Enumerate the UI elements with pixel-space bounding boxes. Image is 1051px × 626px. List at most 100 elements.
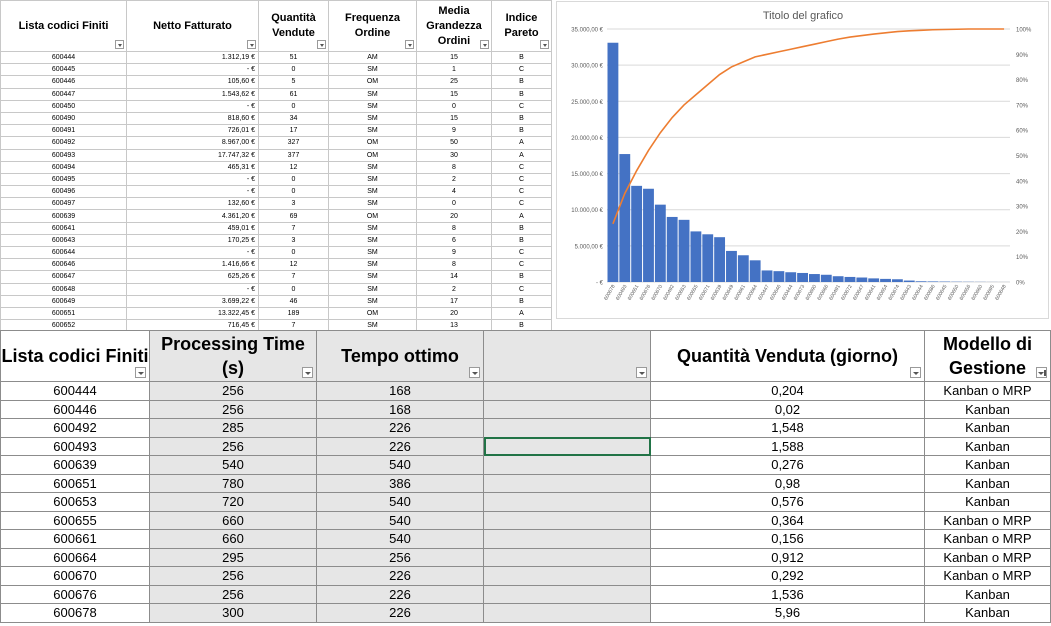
cell-netto-fatturato[interactable]: - € [126, 63, 259, 77]
cell-media-grandezza[interactable]: 9 [416, 245, 492, 260]
cell-indice-pareto[interactable]: B [491, 111, 552, 126]
cell-media-grandezza[interactable]: 8 [416, 160, 492, 174]
cell-netto-fatturato[interactable]: - € [126, 282, 259, 296]
cell-codice[interactable]: 600648 [0, 282, 127, 296]
cell-quantita-vendute[interactable]: 189 [258, 306, 329, 321]
cell-processing-time[interactable]: 780 [149, 473, 317, 493]
cell-media-grandezza[interactable]: 0 [416, 99, 492, 113]
cell-quantita-vendute[interactable]: 12 [258, 160, 329, 174]
cell-quantita-vendute[interactable]: 7 [258, 270, 329, 284]
cell-quantita-venduta[interactable]: 0,292 [650, 566, 925, 586]
cell-quantita-venduta[interactable]: 0,276 [650, 455, 925, 475]
cell-frequenza-ordine[interactable]: SM [328, 160, 417, 174]
cell-media-grandezza[interactable]: 1 [416, 63, 492, 77]
filter-dropdown-icon[interactable] [636, 367, 647, 378]
cell-quantita-vendute[interactable]: 34 [258, 111, 329, 126]
cell-netto-fatturato[interactable]: 465,31 € [126, 160, 259, 174]
cell-netto-fatturato[interactable]: - € [126, 185, 259, 199]
cell-codice[interactable]: 600497 [0, 197, 127, 211]
cell-indice-pareto[interactable]: A [491, 306, 552, 321]
cell-processing-time[interactable]: 295 [149, 547, 317, 567]
cell-modello-gestione[interactable]: Kanban o MRP [924, 510, 1051, 530]
cell-codice[interactable]: 600447 [0, 87, 127, 101]
cell-quantita-venduta[interactable]: 1,548 [650, 418, 925, 438]
cell-quantita-vendute[interactable]: 0 [258, 99, 329, 113]
cell-frequenza-ordine[interactable]: SM [328, 245, 417, 260]
cell-codice[interactable]: 600651 [0, 306, 127, 321]
cell-indice-pareto[interactable]: A [491, 209, 552, 223]
cell-quantita-venduta[interactable]: 0,156 [650, 529, 925, 549]
cell-indice-pareto[interactable]: B [491, 294, 552, 308]
cell-quantita-vendute[interactable]: 17 [258, 124, 329, 138]
cell-quantita-vendute[interactable]: 3 [258, 233, 329, 248]
cell-codice[interactable]: 600450 [0, 99, 127, 113]
cell-tempo-ottimo[interactable]: 540 [316, 529, 484, 549]
filter-dropdown-icon[interactable] [302, 367, 313, 378]
cell-tempo-ottimo[interactable]: 386 [316, 473, 484, 493]
cell-codice[interactable]: 600643 [0, 233, 127, 248]
cell-empty[interactable] [483, 510, 651, 530]
cell-codice[interactable]: 600653 [0, 492, 150, 512]
cell-codice[interactable]: 600446 [0, 75, 127, 89]
cell-modello-gestione[interactable]: Kanban o MRP [924, 529, 1051, 549]
cell-indice-pareto[interactable]: C [491, 99, 552, 113]
cell-quantita-vendute[interactable]: 5 [258, 75, 329, 89]
cell-indice-pareto[interactable]: C [491, 245, 552, 260]
cell-indice-pareto[interactable]: A [491, 148, 552, 162]
cell-media-grandezza[interactable]: 30 [416, 148, 492, 162]
cell-empty[interactable] [483, 473, 651, 493]
cell-modello-gestione[interactable]: Kanban [924, 603, 1051, 623]
filter-dropdown-icon[interactable] [115, 40, 124, 49]
cell-empty[interactable] [483, 399, 651, 419]
cell-media-grandezza[interactable]: 15 [416, 87, 492, 101]
cell-quantita-venduta[interactable]: 0,98 [650, 473, 925, 493]
cell-processing-time[interactable]: 256 [149, 381, 317, 401]
cell-quantita-vendute[interactable]: 0 [258, 185, 329, 199]
cell-quantita-vendute[interactable]: 0 [258, 282, 329, 296]
cell-media-grandezza[interactable]: 14 [416, 270, 492, 284]
cell-tempo-ottimo[interactable]: 540 [316, 455, 484, 475]
cell-processing-time[interactable]: 300 [149, 603, 317, 623]
cell-tempo-ottimo[interactable]: 226 [316, 603, 484, 623]
cell-netto-fatturato[interactable]: 625,26 € [126, 270, 259, 284]
cell-indice-pareto[interactable]: C [491, 197, 552, 211]
cell-empty[interactable] [483, 603, 651, 623]
cell-processing-time[interactable]: 256 [149, 566, 317, 586]
cell-quantita-vendute[interactable]: 327 [258, 136, 329, 150]
cell-frequenza-ordine[interactable]: SM [328, 282, 417, 296]
cell-media-grandezza[interactable]: 8 [416, 221, 492, 235]
cell-media-grandezza[interactable]: 9 [416, 124, 492, 138]
cell-tempo-ottimo[interactable]: 168 [316, 381, 484, 401]
cell-frequenza-ordine[interactable]: SM [328, 111, 417, 126]
cell-quantita-vendute[interactable]: 0 [258, 172, 329, 187]
cell-codice[interactable]: 600639 [0, 209, 127, 223]
cell-netto-fatturato[interactable]: 4.361,20 € [126, 209, 259, 223]
cell-processing-time[interactable]: 285 [149, 418, 317, 438]
cell-frequenza-ordine[interactable]: OM [328, 306, 417, 321]
selected-cell[interactable] [483, 436, 651, 456]
cell-codice[interactable]: 600651 [0, 473, 150, 493]
cell-netto-fatturato[interactable]: 1.543,62 € [126, 87, 259, 101]
cell-frequenza-ordine[interactable]: SM [328, 87, 417, 101]
filter-active-icon[interactable] [1036, 367, 1047, 378]
cell-netto-fatturato[interactable]: 726,01 € [126, 124, 259, 138]
cell-modello-gestione[interactable]: Kanban [924, 418, 1051, 438]
cell-codice[interactable]: 600496 [0, 185, 127, 199]
cell-indice-pareto[interactable]: B [491, 75, 552, 89]
cell-codice[interactable]: 600670 [0, 566, 150, 586]
cell-frequenza-ordine[interactable]: SM [328, 233, 417, 248]
filter-dropdown-icon[interactable] [540, 40, 549, 49]
filter-dropdown-icon[interactable] [247, 40, 256, 49]
cell-empty[interactable] [483, 529, 651, 549]
cell-tempo-ottimo[interactable]: 226 [316, 436, 484, 456]
cell-netto-fatturato[interactable]: - € [126, 172, 259, 187]
cell-media-grandezza[interactable]: 15 [416, 50, 492, 65]
cell-codice[interactable]: 600444 [0, 50, 127, 65]
cell-indice-pareto[interactable]: C [491, 172, 552, 187]
cell-media-grandezza[interactable]: 15 [416, 111, 492, 126]
cell-frequenza-ordine[interactable]: SM [328, 63, 417, 77]
cell-media-grandezza[interactable]: 20 [416, 209, 492, 223]
cell-frequenza-ordine[interactable]: SM [328, 172, 417, 187]
cell-modello-gestione[interactable]: Kanban [924, 436, 1051, 456]
cell-tempo-ottimo[interactable]: 540 [316, 492, 484, 512]
